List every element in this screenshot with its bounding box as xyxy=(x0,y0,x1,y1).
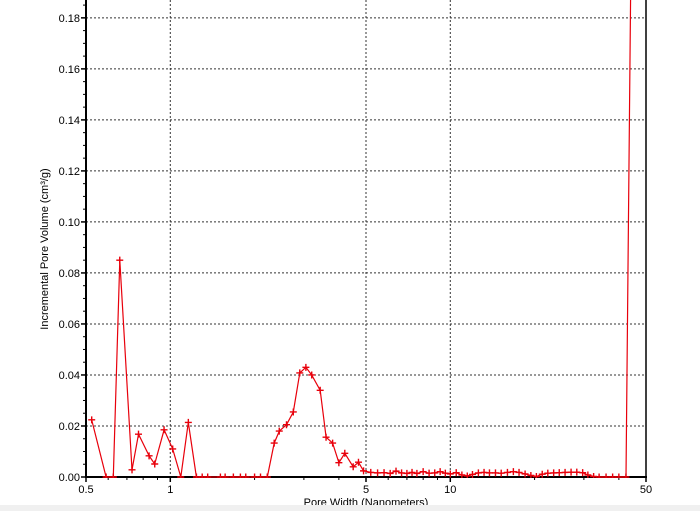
data-point-marker xyxy=(341,449,349,457)
data-point-marker xyxy=(275,427,283,435)
data-point-marker xyxy=(270,439,278,447)
y-tick-label: 0.14 xyxy=(59,115,80,127)
data-point-marker xyxy=(329,439,337,447)
bottom-strip xyxy=(0,505,700,511)
data-point-marker xyxy=(509,468,517,476)
data-point-marker xyxy=(392,467,400,475)
data-point-marker xyxy=(145,452,153,460)
data-point-marker xyxy=(169,445,177,453)
data-point-marker xyxy=(380,469,388,477)
data-point-marker xyxy=(436,468,444,476)
data-point-marker xyxy=(485,469,493,477)
data-point-marker xyxy=(622,473,630,478)
data-point-marker xyxy=(251,473,259,478)
data-point-marker xyxy=(308,371,316,379)
y-tick-label: 0.16 xyxy=(59,64,80,76)
data-point-marker xyxy=(532,472,540,478)
y-tick-label: 0.18 xyxy=(59,13,80,25)
data-point-marker xyxy=(595,473,603,478)
data-point-marker xyxy=(503,468,511,476)
data-point-marker xyxy=(282,421,290,429)
data-point-marker xyxy=(296,369,304,377)
data-point-marker xyxy=(229,473,237,478)
data-point-marker xyxy=(322,433,330,441)
data-point-marker xyxy=(431,469,439,477)
data-point-marker xyxy=(573,468,581,476)
y-tick-label: 0.08 xyxy=(59,268,80,280)
data-point-marker xyxy=(221,473,229,478)
data-point-marker xyxy=(204,473,212,478)
data-point-marker xyxy=(257,473,265,478)
y-tick-label: 0.10 xyxy=(59,217,80,229)
data-point-marker xyxy=(521,470,529,478)
data-point-marker xyxy=(419,468,427,476)
data-point-marker xyxy=(335,459,343,467)
data-point-marker xyxy=(561,468,569,476)
data-point-marker xyxy=(584,471,592,478)
data-point-marker xyxy=(403,469,411,477)
data-point-marker xyxy=(579,469,587,477)
data-point-marker xyxy=(458,471,466,478)
tick-labels: 0.00 0.02 0.04 0.06 0.08 0.10 0.12 0.14 0.16 0.18… xyxy=(59,13,653,496)
data-point-marker xyxy=(374,469,382,477)
y-tick-label: 0.02 xyxy=(59,421,80,433)
y-tick-label: 0.00 xyxy=(59,472,80,484)
data-point-marker xyxy=(184,418,192,426)
data-point-marker xyxy=(463,472,471,478)
data-point-marker xyxy=(160,426,168,434)
data-point-marker xyxy=(615,473,623,478)
x-tick-label: 10 xyxy=(444,484,456,496)
data-point-marker xyxy=(609,473,617,478)
data-point-marker xyxy=(413,469,421,477)
data-point-marker xyxy=(527,471,535,478)
data-point-marker xyxy=(349,463,357,471)
data-point-marker xyxy=(386,469,394,477)
data-point-marker xyxy=(263,473,271,478)
y-tick-label: 0.06 xyxy=(59,319,80,331)
data-point-marker xyxy=(515,468,523,476)
data-point-marker xyxy=(102,473,110,478)
data-point-marker xyxy=(367,468,375,476)
data-point-marker xyxy=(116,256,124,264)
data-point-marker xyxy=(408,468,416,476)
data-point-marker xyxy=(497,469,505,477)
data-point-marker xyxy=(446,470,454,478)
data-point-marker xyxy=(452,469,460,477)
data-point-marker xyxy=(602,473,610,478)
data-point-marker xyxy=(151,460,159,468)
data-point-marker xyxy=(289,408,297,416)
data-point-marker xyxy=(354,458,362,466)
data-point-marker xyxy=(360,467,368,475)
y-axis-label: Incremental Pore Volume (cm³/g) xyxy=(39,168,51,329)
x-tick-label: 50 xyxy=(640,484,652,496)
data-point-marker xyxy=(441,469,449,477)
data-point-marker xyxy=(88,416,96,424)
axes xyxy=(81,0,647,482)
data-point-marker xyxy=(544,469,552,477)
x-tick-label: 0.5 xyxy=(78,484,93,496)
x-tick-label: 1 xyxy=(167,484,173,496)
data-point-marker xyxy=(468,470,476,478)
gridlines xyxy=(86,0,646,477)
data-series xyxy=(88,0,632,478)
data-point-marker xyxy=(242,473,250,478)
y-tick-label: 0.12 xyxy=(59,166,80,178)
series-line xyxy=(91,0,632,478)
x-tick-label: 5 xyxy=(363,484,369,496)
data-point-marker xyxy=(109,473,117,478)
data-point-marker xyxy=(177,473,185,478)
y-tick-label: 0.04 xyxy=(59,370,80,382)
data-point-marker xyxy=(316,386,324,394)
data-point-marker xyxy=(302,363,310,371)
data-point-marker xyxy=(135,430,143,438)
data-point-marker xyxy=(538,470,546,478)
data-point-marker xyxy=(128,466,136,474)
